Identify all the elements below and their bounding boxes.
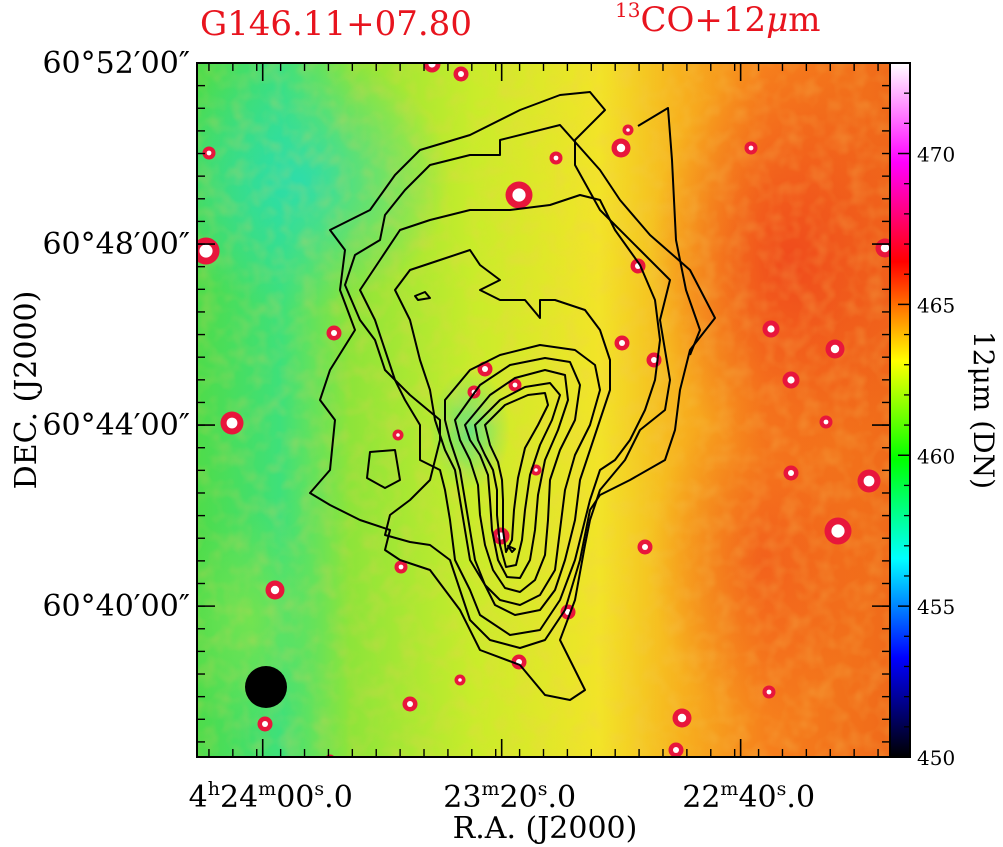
x-tick-label-value: .0 — [786, 780, 815, 815]
contour-level-13 — [507, 545, 516, 553]
point-source-core — [553, 155, 559, 161]
point-source-core — [407, 701, 413, 707]
point-source-core — [766, 689, 772, 695]
point-source-core — [677, 713, 687, 723]
point-source-core — [673, 747, 679, 753]
colorbar-tick-label: 455 — [917, 595, 955, 619]
x-tick-label-value: 22 — [682, 780, 720, 815]
chart-title-tracer: 13CO+12μm — [615, 0, 820, 40]
x-tick-label-unit: s — [314, 778, 324, 800]
x-tick-label-value: 00 — [276, 780, 314, 815]
x-tick-label-unit: s — [538, 778, 548, 800]
point-source-core — [830, 344, 840, 354]
point-source-core — [767, 325, 775, 333]
tracer-isotope-superscript: 13 — [615, 0, 641, 22]
point-source-core — [398, 564, 404, 570]
contour-level-7 — [414, 291, 431, 301]
x-tick-label: 23m20s.0 — [443, 778, 576, 815]
tracer-mu: μ — [766, 0, 789, 40]
image-noise — [197, 63, 890, 757]
beam-marker — [245, 666, 287, 708]
point-source-core — [206, 150, 212, 156]
x-tick-label-unit: m — [720, 778, 738, 800]
colorbar-tick-label: 450 — [917, 746, 955, 770]
colorbar-label: 12μm (DN) — [967, 331, 1000, 489]
point-source-core — [226, 417, 238, 429]
colorbar-tick-label: 470 — [917, 143, 955, 167]
point-source-core — [626, 128, 630, 132]
tracer-main: CO+12 — [640, 0, 767, 40]
point-source-core — [428, 63, 436, 68]
point-source-core — [534, 468, 538, 472]
contour-level-10 — [464, 369, 569, 579]
colorbar-tick-label: 465 — [917, 293, 955, 317]
contour-level-3 — [637, 107, 701, 356]
contour-level-12 — [484, 392, 549, 553]
y-tick-label: 60°40′00″ — [42, 589, 190, 624]
chart-title-source: G146.11+07.80 — [200, 4, 472, 44]
colorbar: 450 455 460 465 470 12μm (DN) — [889, 62, 1000, 770]
contour-level-9 — [454, 357, 581, 593]
point-source-core — [328, 758, 332, 762]
point-source-core — [619, 340, 625, 346]
x-tick-label-value: 24 — [220, 780, 258, 815]
x-axis-label: R.A. (J2000) — [453, 811, 638, 846]
point-source-core — [787, 376, 795, 384]
point-source-halo — [423, 63, 441, 73]
x-tick-label-value: 20 — [500, 780, 538, 815]
x-tick-label-value: 4 — [189, 780, 208, 815]
x-tick-label-unit: h — [208, 778, 220, 800]
point-source-core — [831, 524, 845, 538]
contour-level-8 — [444, 344, 601, 606]
contour-level-11 — [474, 382, 561, 568]
point-source-core — [616, 143, 626, 153]
point-source-core — [651, 357, 657, 363]
contours-13co — [309, 91, 716, 701]
y-axis: 60°52′00″ 60°48′00″ 60°44′00″ 60°40′00″ — [42, 46, 890, 624]
x-tick-label-value: .0 — [324, 780, 353, 815]
point-source-core — [512, 382, 518, 388]
contour-level-6 — [366, 449, 401, 489]
x-tick-label-unit: s — [777, 778, 787, 800]
x-tick-label-value: 23 — [443, 780, 481, 815]
y-tick-label: 60°44′00″ — [42, 408, 190, 443]
point-source-core — [199, 244, 213, 258]
contour-level-2 — [344, 124, 716, 649]
contour-level-1 — [309, 91, 671, 701]
x-tick-label-unit: m — [258, 778, 276, 800]
point-source-core — [863, 475, 875, 487]
contour-level-4 — [359, 194, 661, 636]
y-axis-label: DEC. (J2000) — [9, 291, 44, 490]
point-source-core — [396, 433, 400, 437]
image-12um — [197, 63, 890, 762]
point-source-core — [331, 330, 337, 336]
colorbar-scale — [889, 62, 911, 758]
point-source-core — [512, 188, 526, 202]
point-source-core — [482, 366, 488, 372]
point-source-core — [270, 585, 280, 595]
x-tick-label-value: 40 — [738, 780, 776, 815]
point-source-core — [458, 678, 462, 682]
x-axis: 4h24m00s.0 23m20s.0 22m40s.0 — [189, 63, 815, 815]
point-source-core — [823, 419, 829, 425]
x-tick-label-unit: m — [481, 778, 499, 800]
point-source-core — [788, 470, 794, 476]
contour-level-5 — [394, 249, 611, 616]
y-tick-label: 60°48′00″ — [42, 227, 190, 262]
x-tick-label: 4h24m00s.0 — [189, 778, 353, 815]
y-tick-label: 60°52′00″ — [42, 46, 190, 81]
point-source-core — [262, 721, 268, 727]
point-source-core — [642, 544, 648, 550]
point-source-core — [748, 145, 754, 151]
x-tick-label-value: .0 — [547, 780, 576, 815]
point-source-core — [458, 71, 464, 77]
x-tick-label: 22m40s.0 — [682, 778, 815, 815]
colorbar-tick-label: 460 — [917, 444, 955, 468]
point-source-core — [880, 243, 890, 253]
tracer-unit: m — [788, 0, 821, 40]
